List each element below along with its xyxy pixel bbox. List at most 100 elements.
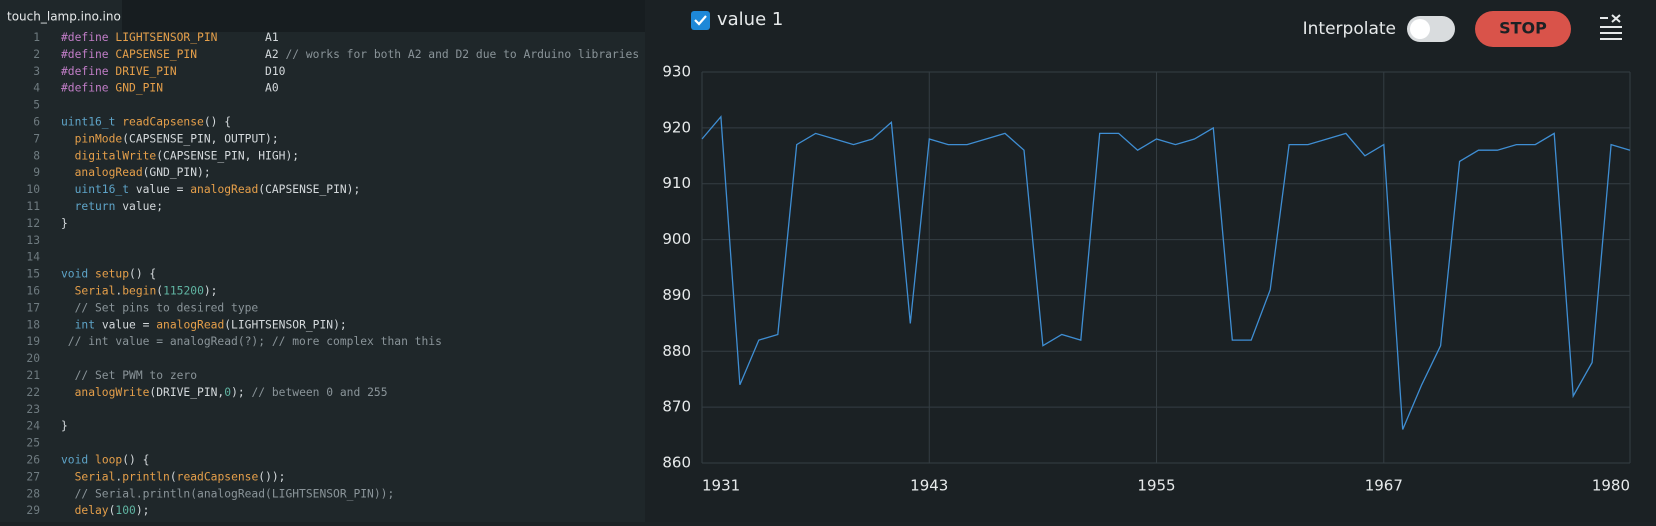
- x-tick-label: 1980: [1592, 477, 1630, 495]
- code-token: Serial: [61, 285, 115, 298]
- code-line: int value = analogRead(LIGHTSENSOR_PIN);: [61, 318, 347, 331]
- line-number: 21: [26, 369, 40, 382]
- code-line: analogRead(GND_PIN);: [61, 166, 211, 179]
- code-line: uint16_t readCapsense() {: [61, 116, 231, 129]
- stop-label: STOP: [1499, 19, 1547, 38]
- interpolate-label: Interpolate: [1303, 19, 1396, 39]
- y-tick-label: 920: [662, 118, 691, 136]
- code-line: #define DRIVE_PIN D10: [61, 65, 286, 78]
- code-token: (: [109, 504, 116, 517]
- line-number: 22: [26, 386, 40, 399]
- code-token: #define: [61, 31, 115, 44]
- code-token: DRIVE_PIN: [115, 65, 176, 78]
- code-token: void: [61, 268, 95, 281]
- code-token: begin: [122, 285, 156, 298]
- code-token: void: [61, 454, 95, 467]
- stop-button[interactable]: [1475, 11, 1571, 47]
- code-token: uint16_t: [61, 116, 122, 129]
- code-token: () {: [129, 268, 156, 281]
- code-line: #define LIGHTSENSOR_PIN A1: [61, 31, 279, 44]
- code-line: // Set pins to desired type: [61, 301, 258, 314]
- line-number: 24: [26, 420, 40, 433]
- code-token: digitalWrite: [61, 149, 156, 162]
- code-token: int: [61, 318, 102, 331]
- code-token: analogWrite: [61, 386, 150, 399]
- data-line: [701, 115, 1631, 430]
- y-tick-label: 910: [662, 174, 691, 192]
- code-token: GND_PIN: [115, 82, 163, 95]
- code-token: 0: [224, 386, 231, 399]
- code-token: // between 0 and 255: [251, 386, 387, 399]
- code-line: pinMode(CAPSENSE_PIN, OUTPUT);: [61, 132, 279, 145]
- line-number: 14: [26, 251, 40, 264]
- code-token: (: [156, 285, 163, 298]
- code-token: analogRead: [61, 166, 143, 179]
- code-token: #define: [61, 65, 115, 78]
- code-token: // Serial.println(analogRead(LIGHTSENSOR…: [61, 487, 394, 500]
- line-number: 8: [33, 149, 40, 162]
- line-number: 11: [26, 200, 40, 213]
- code-token: value =: [102, 318, 156, 331]
- code-token: (DRIVE_PIN,: [149, 386, 224, 399]
- code-line: #define CAPSENSE_PIN A2 // works for bot…: [61, 48, 639, 61]
- line-number: 6: [33, 116, 40, 129]
- code-token: // int value = analogRead(?); // more co…: [61, 335, 442, 348]
- code-token: LIGHTSENSOR_PIN: [115, 31, 217, 44]
- code-line: // Set PWM to zero: [61, 369, 197, 382]
- code-line: Serial.println(readCapsense());: [61, 470, 286, 483]
- line-number: 20: [26, 352, 40, 365]
- code-token: CAPSENSE_PIN: [115, 48, 197, 61]
- tab-label: touch_lamp.ino.ino: [7, 10, 121, 24]
- code-token: (CAPSENSE_PIN, HIGH);: [156, 149, 299, 162]
- x-tick-label: 1967: [1365, 477, 1403, 495]
- code-token: );: [136, 504, 150, 517]
- code-token: }: [61, 420, 68, 433]
- code-token: #define: [61, 82, 115, 95]
- code-token: );: [231, 386, 251, 399]
- code-line: uint16_t value = analogRead(CAPSENSE_PIN…: [61, 183, 360, 196]
- code-token: () {: [204, 116, 231, 129]
- toggle-knob: [1410, 19, 1430, 39]
- code-token: uint16_t: [61, 183, 136, 196]
- code-token: A2: [197, 48, 285, 61]
- code-token: value;: [122, 200, 163, 213]
- y-tick-label: 880: [662, 342, 691, 360]
- line-number: 25: [26, 437, 40, 450]
- y-tick-label: 900: [662, 230, 691, 248]
- y-tick-label: 890: [662, 286, 691, 304]
- line-number: 3: [33, 65, 40, 78]
- code-token: A0: [163, 82, 279, 95]
- series-checkbox[interactable]: [691, 11, 710, 30]
- code-line: analogWrite(DRIVE_PIN,0); // between 0 a…: [61, 386, 388, 399]
- x-tick-label: 1955: [1137, 477, 1175, 495]
- line-number: 26: [26, 454, 40, 467]
- code-line: void loop() {: [61, 454, 149, 467]
- code-token: ());: [258, 470, 285, 483]
- y-tick-label: 860: [662, 454, 691, 472]
- line-number: 13: [26, 234, 40, 247]
- code-token: readCapsense: [177, 470, 259, 483]
- line-number: 28: [26, 487, 40, 500]
- code-token: A1: [217, 31, 278, 44]
- code-token: // works for both A2 and D2 due to Ardui…: [285, 48, 639, 61]
- code-line: }: [61, 420, 68, 433]
- line-number: 23: [26, 403, 40, 416]
- line-number: 16: [26, 285, 40, 298]
- code-token: );: [204, 285, 218, 298]
- legend-label: value 1: [717, 9, 783, 30]
- clear-icon[interactable]: [1600, 14, 1622, 40]
- code-token: (CAPSENSE_PIN, OUTPUT);: [122, 132, 278, 145]
- code-token: (LIGHTSENSOR_PIN);: [224, 318, 346, 331]
- code-token: println: [122, 470, 170, 483]
- code-token: loop: [95, 454, 122, 467]
- code-token: }: [61, 217, 68, 230]
- line-number: 19: [26, 335, 40, 348]
- code-token: pinMode: [61, 132, 122, 145]
- y-tick-label: 930: [662, 63, 691, 81]
- code-token: // Set PWM to zero: [61, 369, 197, 382]
- code-token: analogRead: [190, 183, 258, 196]
- tab[interactable]: [0, 0, 122, 32]
- line-number: 9: [33, 166, 40, 179]
